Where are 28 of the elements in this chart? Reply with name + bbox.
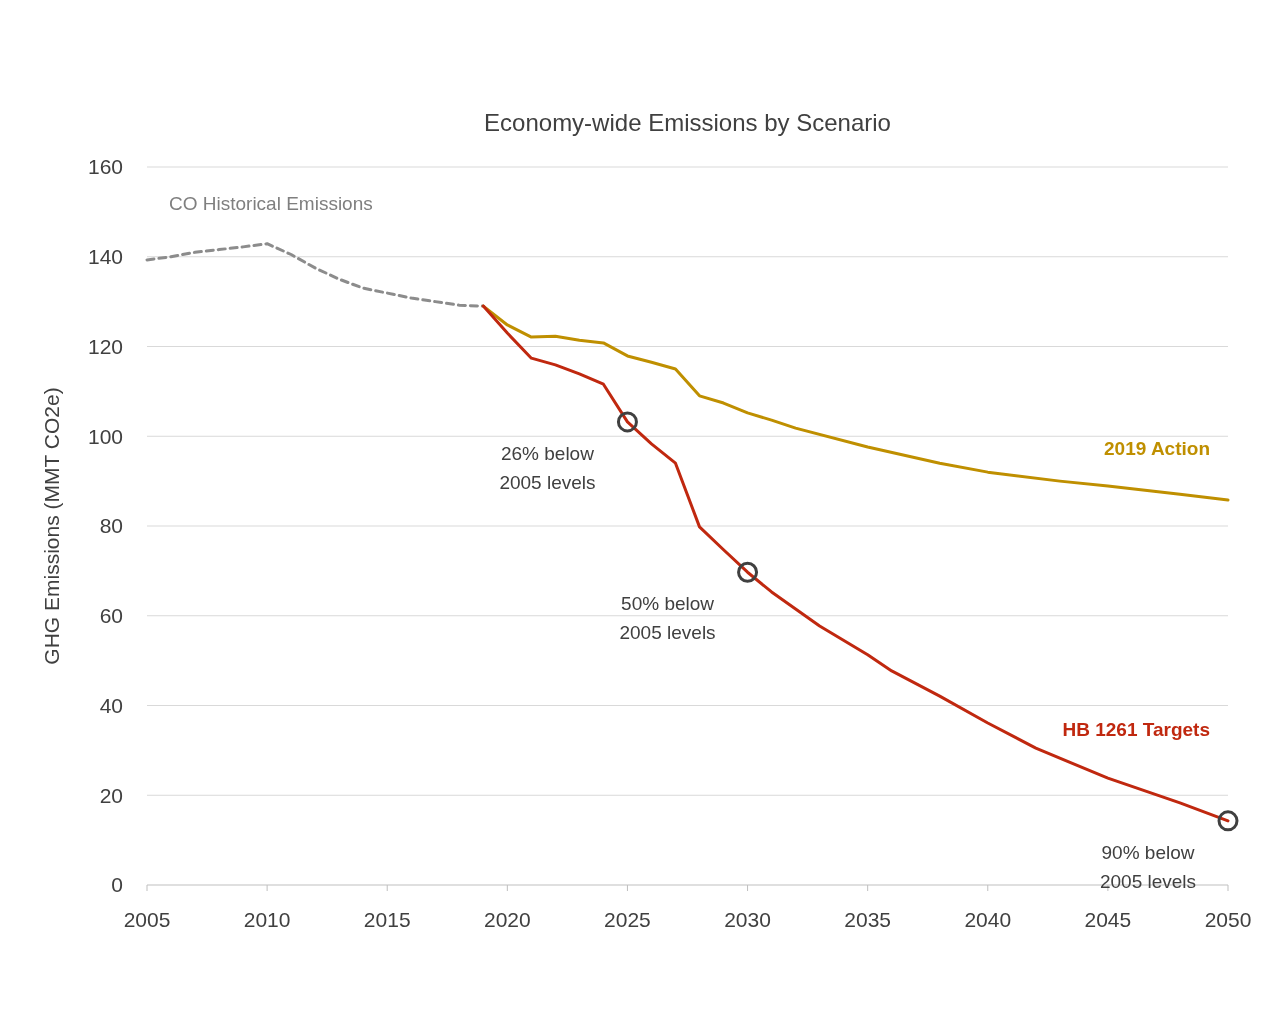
annotation: 90% below 2005 levels [1099, 841, 1197, 892]
x-tick-label: 2005 [123, 908, 171, 931]
x-tick-label: 2030 [724, 908, 771, 931]
y-tick-label: 100 [87, 424, 123, 448]
chart-title: Economy-wide Emissions by Scenario [484, 109, 891, 136]
series-label: HB 1261 Targets [1062, 718, 1210, 740]
y-tick-label: 0 [111, 873, 123, 897]
x-tick-label: 2040 [964, 908, 1012, 931]
x-tick-label: 2045 [1084, 908, 1132, 931]
y-tick-label: 80 [99, 514, 123, 538]
y-tick-label: 60 [99, 604, 123, 628]
series-label: 2019 Action [1104, 437, 1210, 459]
y-tick-label: 120 [87, 334, 123, 358]
x-tick-label: 2035 [844, 908, 892, 931]
line-series [145, 242, 485, 308]
y-tick-label: 20 [99, 783, 123, 807]
annotation: 50% below 2005 levels [619, 593, 716, 644]
x-tick-label: 2050 [1204, 908, 1252, 931]
y-tick-label: 40 [99, 693, 123, 717]
y-tick-label: 140 [87, 245, 123, 269]
x-tick-label: 2015 [363, 908, 411, 931]
y-tick-label: 160 [87, 155, 123, 179]
x-tick-label: 2025 [604, 908, 651, 931]
x-tick-label: 2020 [483, 908, 531, 931]
x-tick-label: 2010 [243, 908, 291, 931]
y-axis-title: GHG Emissions (MMT CO2e) [40, 387, 63, 665]
text: CO Historical Emissions [169, 192, 373, 214]
annotation: 26% below 2005 levels [499, 442, 596, 493]
